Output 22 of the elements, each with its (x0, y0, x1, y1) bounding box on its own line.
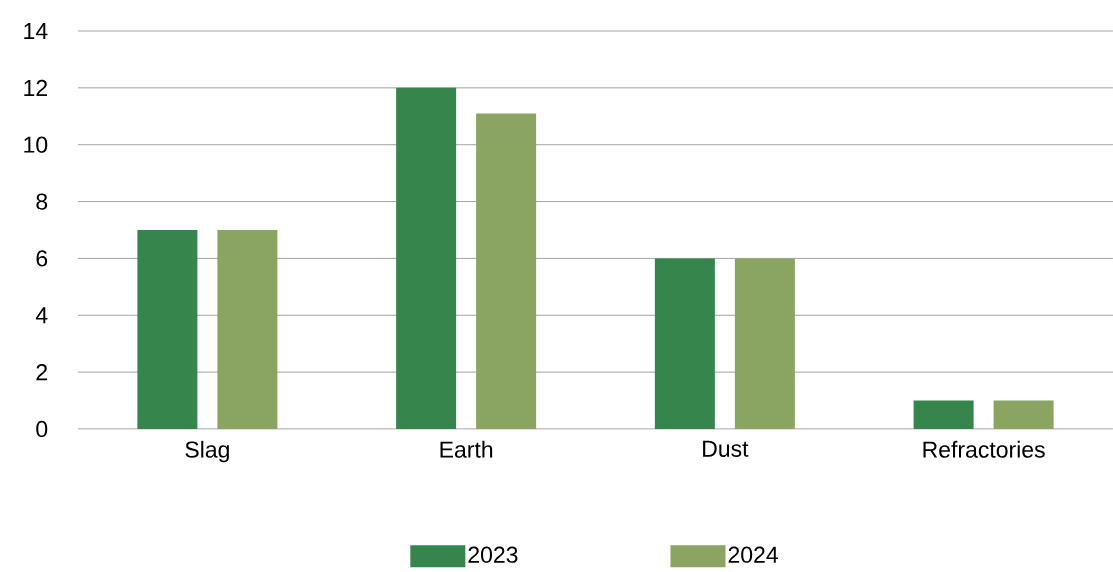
bar (476, 113, 537, 429)
bar (993, 400, 1054, 429)
bar (734, 258, 795, 429)
y-tick-label: 6 (36, 250, 48, 267)
x-tick-label: Refractories (923, 440, 1045, 458)
bar (217, 229, 278, 429)
y-tick-label: 2 (36, 364, 47, 381)
y-tick-label: 0 (36, 420, 48, 438)
bar (396, 87, 457, 429)
y-tick-label: 8 (36, 193, 48, 210)
x-tick-label: Dust (703, 440, 749, 457)
legend-label: 2024 (728, 546, 778, 563)
legend-label: 2023 (468, 546, 518, 563)
y-tick-label: 14 (24, 23, 48, 39)
y-tick-label: 4 (35, 307, 48, 324)
y-tick-label: 12 (24, 79, 47, 96)
bar (654, 258, 715, 429)
x-tick-label: Earth (440, 440, 493, 458)
bar (137, 229, 198, 429)
y-tick-label: 10 (24, 136, 48, 153)
bar (913, 400, 974, 429)
x-tick-label: Slag (185, 440, 229, 463)
